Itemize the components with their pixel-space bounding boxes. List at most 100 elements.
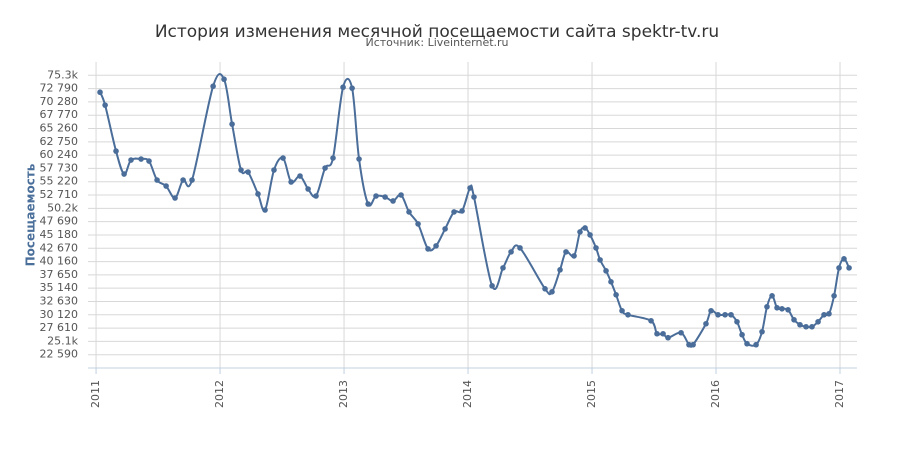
- point: [803, 323, 809, 330]
- point: [340, 84, 346, 91]
- point: [703, 320, 709, 327]
- point: [648, 317, 654, 324]
- point: [288, 179, 294, 185]
- point: [722, 311, 728, 318]
- point: [734, 318, 740, 325]
- point: [280, 155, 286, 161]
- point: [255, 191, 261, 197]
- point: [425, 246, 431, 252]
- point: [356, 156, 362, 162]
- point: [791, 316, 797, 323]
- point: [146, 158, 152, 164]
- point: [262, 207, 268, 213]
- point: [841, 256, 847, 262]
- point: [128, 157, 134, 163]
- point: [113, 148, 119, 154]
- y-tick-label: 70 280: [40, 95, 79, 108]
- x-tick-label: 2015: [585, 380, 598, 408]
- x-tick-label: 2011: [89, 380, 102, 408]
- point: [97, 89, 103, 96]
- y-tick-label: 75.3k: [47, 68, 78, 81]
- point: [797, 321, 803, 328]
- point: [654, 330, 660, 337]
- point: [619, 307, 625, 314]
- point: [330, 155, 336, 161]
- y-tick-label: 40 160: [40, 255, 79, 268]
- y-tick-label: 47 690: [40, 215, 79, 228]
- point: [665, 334, 671, 341]
- point: [313, 193, 319, 199]
- point: [365, 201, 371, 207]
- point: [744, 340, 750, 347]
- point: [415, 221, 421, 227]
- x-tick-label: 2014: [461, 380, 474, 408]
- point: [349, 85, 355, 91]
- point: [577, 229, 583, 235]
- point: [459, 208, 465, 214]
- y-tick-label: 32 630: [40, 294, 79, 307]
- x-tick-label: 2016: [709, 380, 722, 408]
- point: [603, 268, 609, 274]
- point: [517, 245, 523, 251]
- y-tick-label: 35 140: [40, 281, 79, 294]
- y-tick-label: 67 770: [40, 108, 79, 121]
- point: [489, 283, 495, 289]
- y-tick-label: 52 710: [40, 188, 79, 201]
- point: [715, 311, 721, 318]
- point: [542, 286, 548, 292]
- y-tick-label: 55 220: [40, 175, 79, 188]
- point: [451, 209, 457, 215]
- y-tick-label: 22 590: [40, 348, 79, 361]
- point: [500, 265, 506, 271]
- point: [785, 307, 791, 313]
- y-tick-label: 42 670: [40, 241, 79, 254]
- point: [608, 279, 614, 285]
- point: [613, 291, 619, 298]
- point: [210, 83, 216, 90]
- point: [245, 169, 251, 175]
- point: [467, 185, 473, 191]
- point: [305, 186, 311, 192]
- point: [769, 293, 775, 299]
- point: [138, 156, 144, 162]
- y-tick-label: 60 240: [40, 148, 79, 161]
- point: [163, 183, 169, 189]
- point: [180, 177, 186, 183]
- point: [728, 311, 734, 318]
- point: [373, 193, 379, 199]
- point: [759, 328, 765, 335]
- point: [826, 310, 832, 317]
- point: [121, 171, 127, 177]
- chart-subtitle: Источник: Liveinternet.ru: [365, 36, 508, 49]
- point: [563, 249, 569, 255]
- point: [189, 177, 195, 183]
- point: [678, 329, 684, 336]
- point: [686, 341, 692, 348]
- point: [322, 165, 328, 171]
- point: [238, 167, 244, 173]
- point: [660, 330, 666, 337]
- y-tick-label: 57 730: [40, 161, 79, 174]
- point: [821, 311, 827, 318]
- point: [708, 307, 714, 314]
- point: [398, 192, 404, 198]
- point: [815, 318, 821, 325]
- y-tick-label: 45 180: [40, 228, 79, 241]
- point: [593, 245, 599, 251]
- point: [831, 293, 837, 299]
- point: [102, 102, 108, 108]
- point: [571, 253, 577, 259]
- point: [406, 209, 412, 215]
- y-tick-label: 65 260: [40, 122, 79, 135]
- point: [382, 194, 388, 200]
- point: [846, 265, 852, 271]
- point: [690, 341, 696, 348]
- point: [753, 341, 759, 348]
- point: [433, 243, 439, 249]
- x-tick-label: 2013: [337, 380, 350, 408]
- point: [774, 304, 780, 311]
- y-tick-label: 27 610: [40, 321, 79, 334]
- point: [582, 225, 588, 231]
- point: [229, 121, 235, 127]
